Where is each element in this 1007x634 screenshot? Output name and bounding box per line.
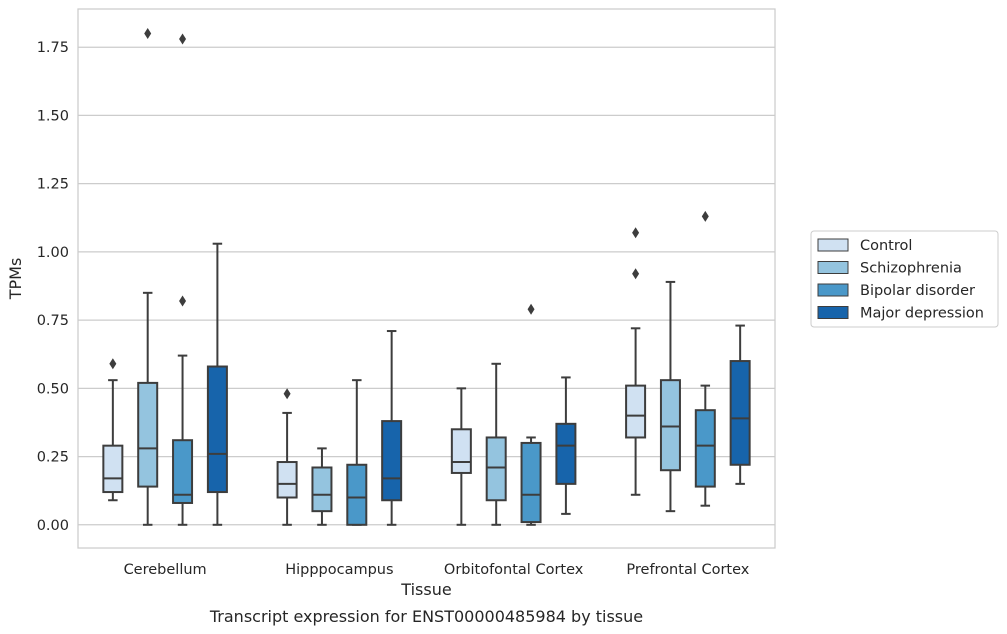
legend-label: Bipolar disorder bbox=[860, 283, 975, 299]
legend-item: Control bbox=[817, 238, 912, 254]
box-iqr bbox=[520, 441, 542, 524]
outlier-point bbox=[144, 28, 152, 40]
legend-label: Control bbox=[860, 238, 912, 254]
y-tick-label: 1.50 bbox=[37, 108, 69, 124]
box bbox=[625, 227, 647, 496]
legend-swatch bbox=[817, 306, 849, 319]
box bbox=[485, 362, 507, 526]
box bbox=[172, 33, 194, 526]
box bbox=[694, 210, 716, 507]
box bbox=[381, 330, 403, 526]
box bbox=[520, 303, 542, 526]
box-iqr bbox=[659, 379, 681, 472]
box bbox=[311, 447, 333, 526]
y-tick-label: 1.75 bbox=[37, 40, 69, 56]
y-axis-ticks: 0.00 0.25 0.50 0.75 1.00 1.25 1.50 1.75 bbox=[37, 40, 69, 534]
outlier-point bbox=[632, 268, 640, 280]
box-iqr bbox=[381, 420, 403, 502]
box-iqr bbox=[206, 365, 228, 494]
x-tick-label: Hipppocampus bbox=[285, 562, 393, 578]
box-series bbox=[102, 28, 751, 526]
legend-swatch bbox=[817, 283, 849, 297]
box-iqr bbox=[485, 436, 507, 502]
box bbox=[346, 379, 368, 526]
legend-swatch bbox=[817, 238, 849, 252]
x-axis-ticks: Cerebellum Hipppocampus Orbitofontal Corte… bbox=[124, 562, 750, 578]
box bbox=[102, 358, 124, 502]
series-schizophrenia bbox=[137, 28, 681, 526]
y-tick-label: 0.25 bbox=[37, 450, 69, 466]
legend-swatch bbox=[817, 261, 849, 274]
box-iqr bbox=[694, 409, 716, 488]
legend-label: Major depression bbox=[860, 306, 984, 322]
outlier-point bbox=[632, 227, 640, 239]
series-bipolar-disorder bbox=[172, 33, 716, 526]
grid-lines bbox=[78, 46, 775, 526]
box-iqr bbox=[172, 439, 194, 504]
outlier-point bbox=[701, 210, 709, 222]
legend-frame bbox=[810, 230, 999, 328]
box bbox=[729, 324, 751, 485]
outlier-point bbox=[283, 388, 291, 400]
box-iqr bbox=[625, 384, 647, 439]
x-tick-label: Cerebellum bbox=[124, 562, 207, 578]
legend-label: Schizophrenia bbox=[860, 261, 962, 277]
box bbox=[659, 280, 681, 513]
box-iqr bbox=[137, 381, 159, 488]
outlier-point bbox=[109, 358, 117, 370]
box bbox=[137, 28, 159, 526]
box-iqr bbox=[276, 461, 298, 499]
box bbox=[276, 388, 298, 526]
box bbox=[450, 387, 472, 526]
legend: Control Schizophrenia Bipolar disorder Majo… bbox=[810, 230, 999, 328]
y-tick-label: 1.25 bbox=[37, 177, 69, 193]
y-axis-label: TPMs bbox=[6, 258, 25, 301]
x-axis-label: Tissue bbox=[400, 580, 451, 599]
box-iqr bbox=[346, 463, 368, 526]
legend-item: Bipolar disorder bbox=[817, 283, 975, 299]
outlier-point bbox=[179, 295, 187, 307]
y-tick-label: 0.00 bbox=[37, 518, 69, 534]
box-iqr bbox=[311, 466, 333, 513]
y-tick-label: 1.00 bbox=[37, 245, 69, 261]
y-tick-label: 0.75 bbox=[37, 313, 69, 329]
series-control bbox=[102, 227, 647, 526]
box-iqr bbox=[729, 360, 751, 466]
outlier-point bbox=[527, 303, 535, 315]
box bbox=[555, 376, 577, 515]
series-major-depression bbox=[206, 242, 751, 526]
chart-caption: Transcript expression for ENST0000048598… bbox=[209, 607, 643, 626]
outlier-point bbox=[179, 33, 187, 45]
box-iqr bbox=[450, 428, 472, 474]
plot-frame bbox=[77, 8, 776, 549]
box-iqr bbox=[555, 422, 577, 485]
box-iqr bbox=[102, 444, 124, 494]
x-tick-label: Prefrontal Cortex bbox=[626, 562, 749, 578]
legend-item: Major depression bbox=[817, 306, 984, 322]
x-tick-label: Orbitofontal Cortex bbox=[444, 562, 584, 578]
y-tick-label: 0.50 bbox=[37, 381, 69, 397]
box bbox=[206, 242, 228, 526]
legend-item: Schizophrenia bbox=[817, 261, 962, 277]
